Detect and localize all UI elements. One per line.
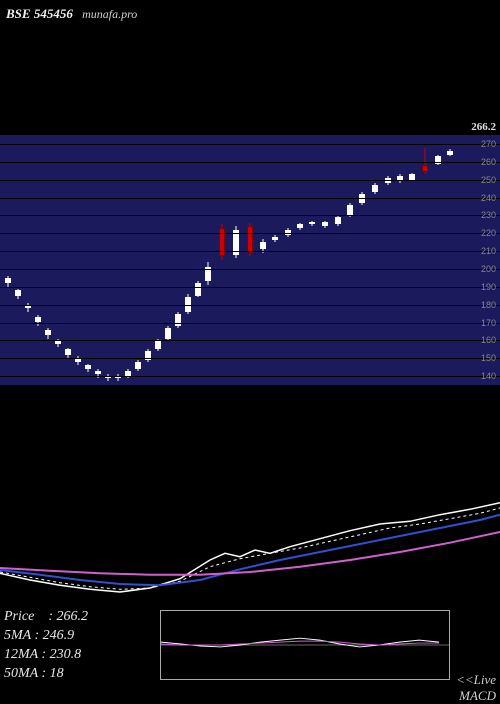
gridline: [0, 198, 500, 199]
gridline: [0, 180, 500, 181]
ma-lines-svg: [0, 500, 500, 620]
last-price-label: 266.2: [471, 121, 496, 133]
info-row: Price : 266.2: [4, 608, 88, 627]
candle: [205, 262, 211, 285]
gridline: [0, 323, 500, 324]
candle: [165, 326, 171, 340]
candle: [272, 235, 278, 242]
gridline: [0, 269, 500, 270]
y-tick-label: 230: [481, 210, 496, 220]
gridline: [0, 287, 500, 288]
y-tick-label: 140: [481, 371, 496, 381]
candle: [65, 348, 71, 359]
candle-container: [0, 135, 500, 385]
ma-line-12ma: [0, 515, 500, 586]
candle: [447, 149, 453, 156]
y-tick-label: 250: [481, 175, 496, 185]
y-tick-label: 170: [481, 318, 496, 328]
candle: [135, 360, 141, 371]
candle: [45, 328, 51, 339]
moving-average-panel: [0, 500, 500, 620]
gridline: [0, 144, 500, 145]
site-watermark: munafa.pro: [82, 7, 137, 21]
macd-svg: [161, 611, 449, 679]
y-tick-label: 180: [481, 300, 496, 310]
y-tick-label: 210: [481, 246, 496, 256]
candle: [175, 312, 181, 328]
info-row: 12MA : 230.8: [4, 646, 88, 665]
candle: [233, 226, 239, 258]
y-tick-label: 240: [481, 193, 496, 203]
candle: [435, 155, 441, 166]
y-tick-label: 260: [481, 157, 496, 167]
candlestick-panel: 266.2 2702602502402302202102001901801701…: [0, 135, 500, 385]
ticker-symbol: BSE 545456: [6, 6, 73, 21]
gridline: [0, 233, 500, 234]
ma-line-5ma: [0, 508, 500, 589]
chart-header: BSE 545456 munafa.pro: [6, 6, 137, 22]
candle: [195, 281, 201, 297]
y-tick-label: 160: [481, 335, 496, 345]
y-tick-label: 200: [481, 264, 496, 274]
candle: [322, 221, 328, 228]
y-tick-label: 190: [481, 282, 496, 292]
macd-label: MACD: [459, 688, 496, 704]
macd-inset-box: [160, 610, 450, 680]
candle: [335, 215, 341, 226]
info-row: 50MA : 18: [4, 665, 88, 684]
gridline: [0, 215, 500, 216]
candle: [85, 364, 91, 373]
gridline: [0, 358, 500, 359]
y-tick-label: 270: [481, 139, 496, 149]
macd-live-label: <<Live: [456, 672, 496, 688]
y-tick-label: 220: [481, 228, 496, 238]
ma-line-50ma: [0, 532, 500, 575]
gridline: [0, 305, 500, 306]
candle: [297, 223, 303, 230]
macd-line-macd: [161, 638, 439, 647]
candle: [372, 183, 378, 194]
candle: [219, 224, 225, 260]
gridline: [0, 340, 500, 341]
candle: [145, 349, 151, 362]
candle: [35, 315, 41, 326]
candle: [5, 276, 11, 287]
macd-line-signal: [161, 641, 439, 645]
gridline: [0, 376, 500, 377]
candle: [15, 289, 21, 300]
gridline: [0, 162, 500, 163]
candle: [309, 221, 315, 226]
info-row: 5MA : 246.9: [4, 627, 88, 646]
gridline: [0, 251, 500, 252]
y-tick-label: 150: [481, 353, 496, 363]
price-info-box: Price : 266.25MA : 246.912MA : 230.850MA…: [4, 608, 88, 684]
